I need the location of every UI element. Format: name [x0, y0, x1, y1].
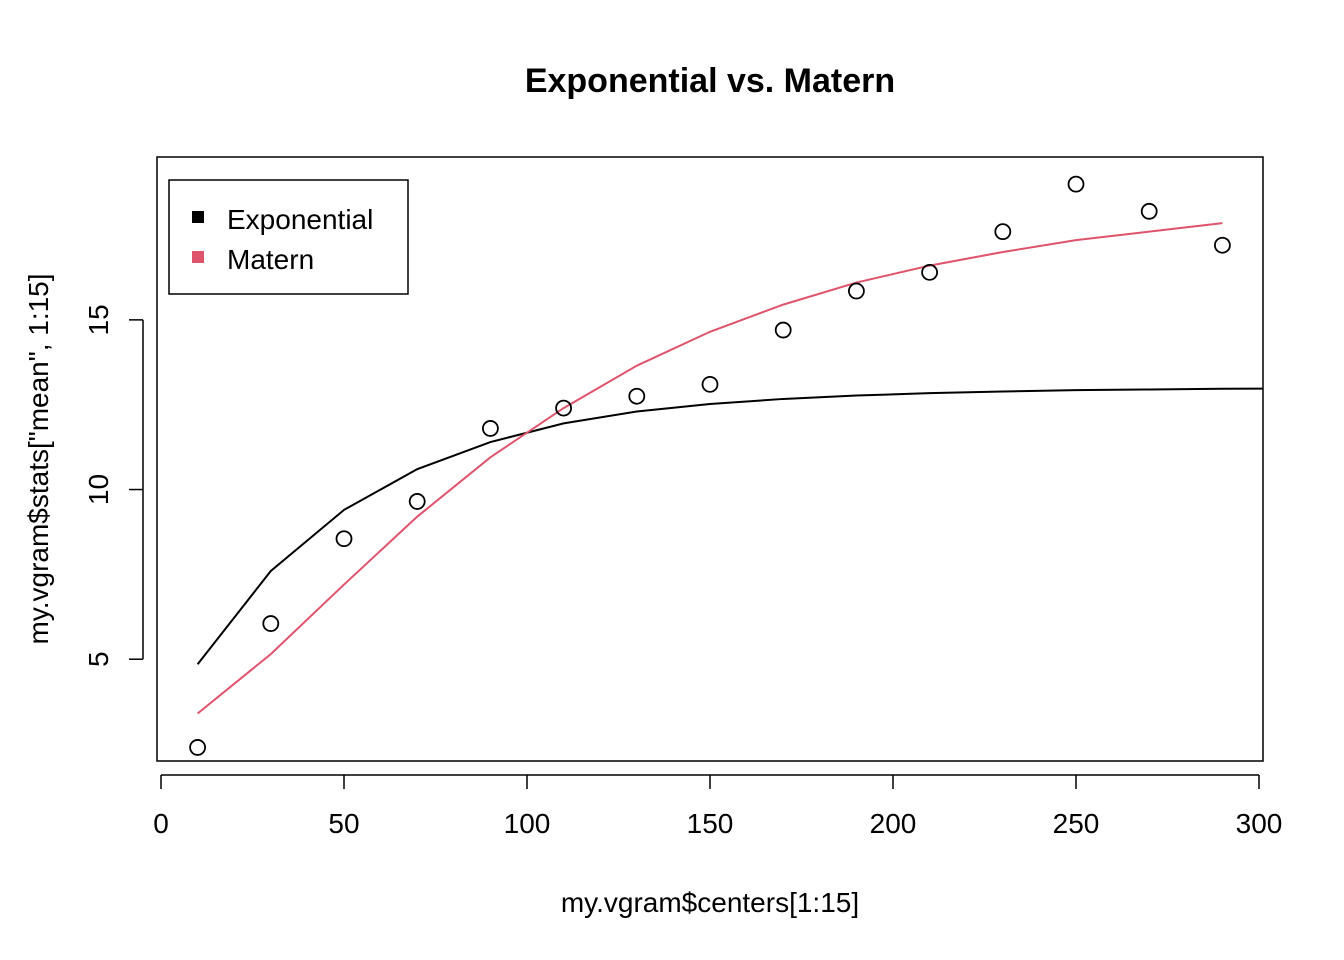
- data-point: [848, 282, 865, 300]
- data-point: [1140, 202, 1158, 220]
- y-axis-label: my.vgram$stats["mean", 1:15]: [23, 273, 54, 644]
- data-point: [335, 530, 353, 548]
- plot-frame: [156, 156, 1264, 762]
- data-point: [262, 615, 280, 632]
- data-point: [189, 739, 207, 756]
- x-axis-label: my.vgram$centers[1:15]: [561, 887, 859, 918]
- series-layer: [196, 222, 1263, 715]
- y-tick-label: 10: [83, 474, 114, 505]
- legend-swatch-exponential: [192, 211, 204, 223]
- data-point: [408, 493, 426, 510]
- data-point: [921, 263, 938, 281]
- series-line-exponential: [196, 387, 1263, 665]
- legend-swatch-matern: [192, 251, 204, 263]
- chart-title: Exponential vs. Matern: [525, 62, 895, 100]
- x-tick-label: 150: [687, 808, 734, 839]
- x-tick-label: 300: [1236, 808, 1283, 839]
- data-point: [774, 321, 792, 339]
- legend-box: [168, 179, 409, 295]
- data-point: [701, 375, 719, 393]
- x-tick-label: 50: [328, 808, 359, 839]
- data-point: [555, 399, 572, 417]
- x-tick-label: 250: [1053, 808, 1100, 839]
- data-point: [481, 420, 499, 437]
- data-point: [994, 223, 1012, 241]
- y-axis: 5 10 15: [83, 304, 144, 667]
- x-tick-label: 0: [153, 808, 169, 839]
- series-line-matern: [196, 222, 1223, 715]
- data-point: [628, 387, 646, 405]
- points-layer: [189, 175, 1231, 756]
- x-tick-label: 200: [870, 808, 917, 839]
- data-point: [1214, 236, 1231, 254]
- legend: Exponential Matern: [168, 179, 409, 295]
- x-tick-label: 100: [504, 808, 551, 839]
- x-axis: 0 50 100 150 200 250 300: [153, 774, 1283, 839]
- data-point: [1067, 175, 1085, 193]
- legend-label-exponential: Exponential: [227, 204, 373, 235]
- y-tick-label: 5: [83, 651, 114, 667]
- y-tick-label: 15: [83, 304, 114, 335]
- legend-label-matern: Matern: [227, 244, 314, 275]
